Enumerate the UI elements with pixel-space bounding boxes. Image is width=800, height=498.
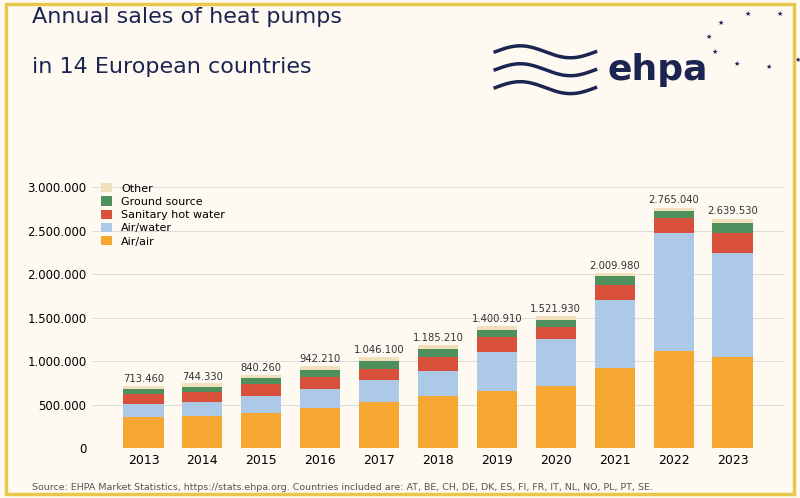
Bar	[477, 352, 517, 391]
Bar	[654, 233, 694, 351]
Bar	[242, 375, 282, 378]
Bar	[242, 384, 282, 395]
Bar	[182, 416, 222, 448]
Bar	[242, 378, 282, 384]
Text: in 14 European countries: in 14 European countries	[32, 57, 312, 77]
Bar	[654, 218, 694, 233]
Text: 2.639.530: 2.639.530	[707, 206, 758, 216]
Text: Source: EHPA Market Statistics, https://stats.ehpa.org. Countries included are: : Source: EHPA Market Statistics, https://…	[32, 483, 653, 492]
Text: 840.260: 840.260	[241, 363, 282, 373]
Bar	[713, 219, 753, 223]
Text: ★: ★	[794, 57, 800, 63]
Bar	[359, 369, 399, 380]
Bar	[123, 417, 163, 448]
Bar	[594, 276, 634, 285]
Bar	[477, 391, 517, 448]
Text: ★: ★	[705, 34, 711, 40]
Bar	[359, 361, 399, 369]
Bar	[300, 366, 340, 371]
Bar	[182, 392, 222, 402]
Bar	[654, 211, 694, 218]
Text: ★: ★	[777, 11, 782, 17]
Bar	[359, 402, 399, 448]
Bar	[242, 395, 282, 412]
Text: 2.009.980: 2.009.980	[590, 261, 640, 271]
Bar	[654, 351, 694, 448]
Bar	[536, 339, 576, 385]
Bar	[477, 337, 517, 352]
Text: 2.765.040: 2.765.040	[648, 195, 699, 205]
Text: 1.521.930: 1.521.930	[530, 304, 582, 314]
Bar	[594, 273, 634, 276]
Bar	[418, 349, 458, 358]
Bar	[536, 327, 576, 339]
Text: 1.046.100: 1.046.100	[354, 345, 405, 356]
Text: ★: ★	[718, 19, 724, 25]
Text: Annual sales of heat pumps: Annual sales of heat pumps	[32, 7, 342, 27]
Bar	[300, 388, 340, 408]
Bar	[418, 358, 458, 371]
Text: 713.460: 713.460	[123, 374, 164, 384]
Text: 744.330: 744.330	[182, 372, 223, 381]
Text: ★: ★	[745, 11, 750, 17]
Bar	[123, 389, 163, 394]
Bar	[654, 208, 694, 211]
Bar	[123, 386, 163, 389]
Bar	[359, 357, 399, 361]
Bar	[182, 402, 222, 416]
Text: ★: ★	[734, 61, 740, 67]
Bar	[477, 326, 517, 330]
Bar	[418, 396, 458, 448]
Text: 1.185.210: 1.185.210	[413, 333, 463, 343]
Bar	[359, 380, 399, 402]
Text: 1.400.910: 1.400.910	[471, 314, 522, 325]
Bar	[242, 412, 282, 448]
Bar	[713, 357, 753, 448]
Bar	[418, 371, 458, 396]
Text: ★: ★	[766, 64, 771, 70]
Bar	[536, 316, 576, 320]
Bar	[713, 223, 753, 233]
Text: ★: ★	[711, 49, 718, 55]
Bar	[182, 386, 222, 392]
Bar	[300, 408, 340, 448]
Bar	[123, 404, 163, 417]
Text: 942.210: 942.210	[299, 355, 341, 365]
Bar	[594, 299, 634, 368]
Bar	[182, 383, 222, 386]
Bar	[477, 330, 517, 337]
Bar	[418, 345, 458, 349]
Bar	[536, 385, 576, 448]
Bar	[300, 371, 340, 377]
Bar	[536, 320, 576, 327]
Bar	[713, 252, 753, 357]
Bar	[300, 377, 340, 388]
Bar	[123, 394, 163, 404]
Bar	[594, 368, 634, 448]
Bar	[594, 285, 634, 299]
Bar	[713, 233, 753, 252]
Text: ehpa: ehpa	[608, 53, 708, 87]
Legend: Other, Ground source, Sanitary hot water, Air/water, Air/air: Other, Ground source, Sanitary hot water…	[98, 180, 228, 250]
